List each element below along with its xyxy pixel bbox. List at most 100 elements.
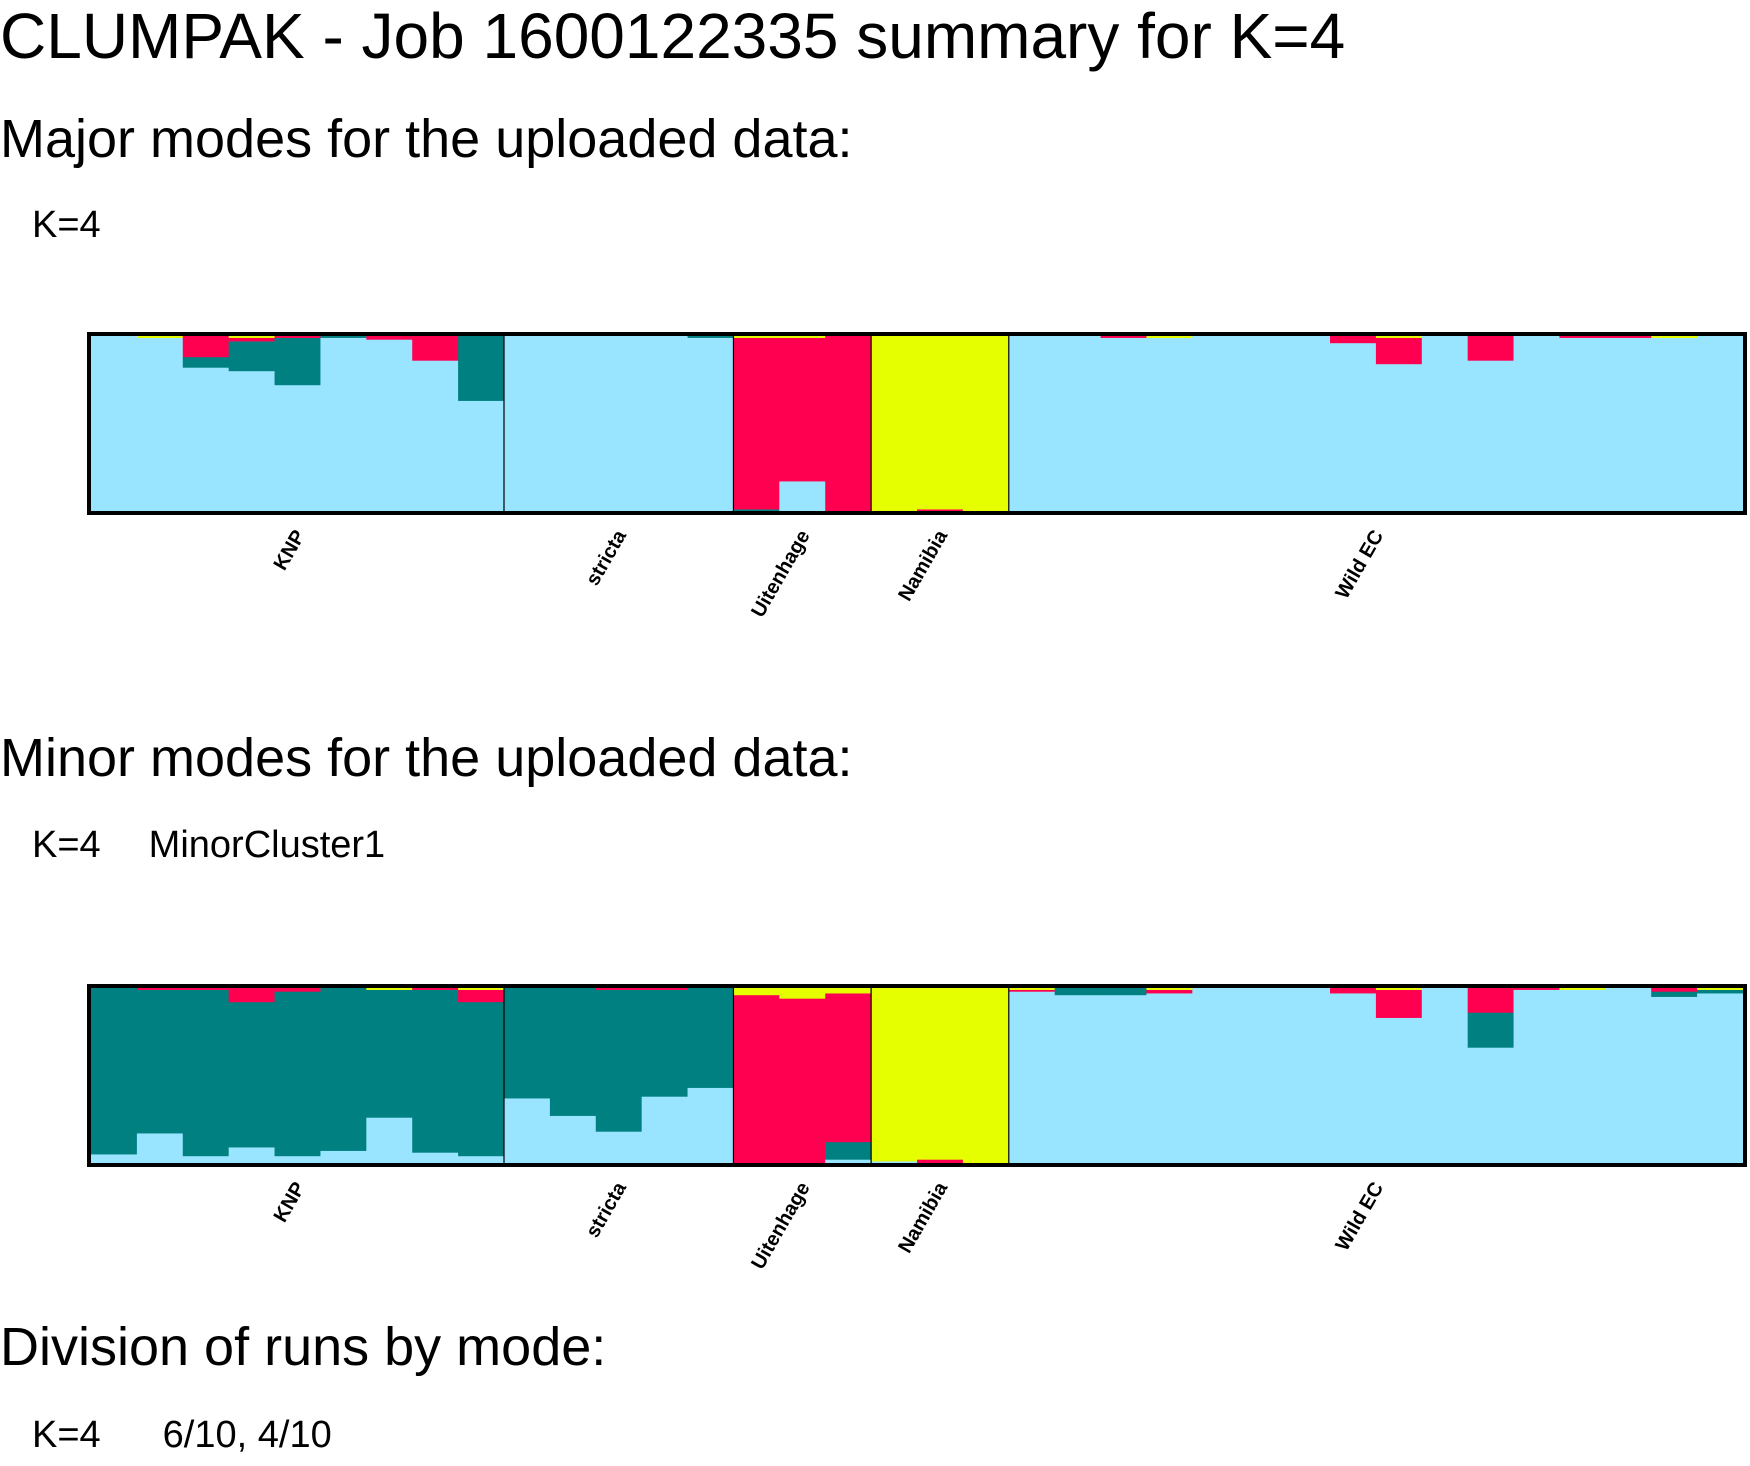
bar-segment-red xyxy=(1513,988,1560,990)
bar-segment-light-blue xyxy=(1330,343,1377,512)
bar-segment-light-blue xyxy=(1559,337,1606,512)
bar-segment-light-blue xyxy=(1467,1047,1514,1164)
bar-segment-red xyxy=(1467,988,1514,1013)
bar-segment-light-blue xyxy=(182,367,230,512)
bar-segment-yellow xyxy=(1146,988,1193,990)
bar-segment-red xyxy=(1651,988,1698,992)
bar-segment-light-blue xyxy=(1192,988,1239,1164)
division-value: 6/10, 4/10 xyxy=(162,1414,332,1456)
bar-segment-teal xyxy=(733,509,780,512)
bar-segment-red xyxy=(825,993,872,1143)
bar-segment-light-blue xyxy=(1100,337,1147,512)
bar-segment-teal xyxy=(549,988,597,1116)
bar-segment-teal xyxy=(182,357,230,368)
bar-segment-light-blue xyxy=(228,1147,275,1164)
bar-segment-yellow xyxy=(1008,988,1056,990)
bar-segment-light-blue xyxy=(136,1133,184,1164)
bar-segment-red xyxy=(641,988,688,990)
bar-segment-light-blue xyxy=(1100,995,1147,1164)
bar-segment-light-blue xyxy=(1238,336,1285,512)
bar-segment-red xyxy=(412,336,459,361)
bar-segment-light-blue xyxy=(1008,336,1056,512)
bar-segment-light-blue xyxy=(182,1156,230,1164)
bar-segment-light-blue xyxy=(641,1096,688,1164)
bar-segment-teal xyxy=(458,336,505,401)
bar-segment-teal xyxy=(504,988,551,1099)
bar-segment-yellow xyxy=(962,988,1010,1164)
bar-segment-light-blue xyxy=(1605,337,1652,512)
bar-segment-red xyxy=(1146,989,1193,994)
bar-segment-light-blue xyxy=(1238,988,1285,1164)
bar-segment-light-blue xyxy=(1284,336,1331,512)
bar-segment-light-blue xyxy=(1651,337,1698,512)
bar-segment-light-blue xyxy=(1421,336,1469,512)
bar-segment-light-blue xyxy=(1146,993,1193,1164)
bar-segment-light-blue xyxy=(1284,988,1331,1164)
bar-segment-teal xyxy=(1697,989,1744,994)
bar-segment-red xyxy=(412,988,459,990)
bar-segment-teal xyxy=(641,989,688,1097)
bar-segment-red xyxy=(733,995,780,1164)
bar-segment-red xyxy=(779,337,826,482)
bar-segment-red xyxy=(1375,989,1423,1018)
bar-segment-yellow xyxy=(1559,988,1606,990)
bar-segment-yellow xyxy=(779,336,826,338)
population-label: Wild EC xyxy=(1331,527,1388,603)
bar-segment-light-blue xyxy=(1054,336,1101,512)
bar-segment-light-blue xyxy=(504,336,551,512)
bar-segment-light-blue xyxy=(1513,989,1560,1164)
bar-segment-light-blue xyxy=(412,360,459,512)
bar-segment-teal xyxy=(1100,988,1147,996)
bar-segment-red xyxy=(228,337,275,342)
bar-segment-light-blue xyxy=(779,481,826,512)
bar-segment-yellow xyxy=(1375,988,1423,990)
bar-segment-light-blue xyxy=(1008,991,1056,1164)
bar-segment-light-blue xyxy=(91,336,138,512)
bar-segment-yellow xyxy=(825,988,872,994)
major-modes-heading: Major modes for the uploaded data: xyxy=(0,109,853,169)
bar-segment-light-blue xyxy=(1421,988,1469,1164)
bar-segment-red xyxy=(182,988,230,990)
bar-segment-red xyxy=(917,1159,964,1164)
bar-segment-teal xyxy=(825,1142,872,1160)
bar-segment-red xyxy=(779,998,826,1164)
bar-segment-red xyxy=(825,336,872,512)
bar-segment-red xyxy=(1467,336,1514,361)
bar-segment-yellow xyxy=(733,336,780,338)
bar-segment-yellow xyxy=(1375,336,1423,338)
bar-segment-yellow xyxy=(1651,336,1698,338)
bar-segment-yellow xyxy=(871,336,918,512)
bar-segment-light-blue xyxy=(1375,364,1423,512)
bar-segment-yellow xyxy=(366,988,413,990)
bar-segment-light-blue xyxy=(1697,336,1744,512)
bar-segment-red xyxy=(1375,337,1423,365)
bar-segment-light-blue xyxy=(1559,989,1606,1164)
bar-segment-light-blue xyxy=(1330,993,1377,1164)
bar-segment-red xyxy=(1100,336,1147,338)
division-k-label: K=4 xyxy=(32,1414,101,1456)
bar-segment-light-blue xyxy=(458,400,505,512)
bar-segment-light-blue xyxy=(1605,988,1652,1164)
population-label: Namibia xyxy=(894,1178,952,1257)
bar-segment-light-blue xyxy=(825,1159,872,1164)
bar-segment-yellow xyxy=(917,988,964,1160)
bar-segment-red xyxy=(1008,989,1056,992)
bar-segment-teal xyxy=(91,988,138,1155)
bar-segment-light-blue xyxy=(1375,1017,1423,1164)
bar-segment-light-blue xyxy=(871,1161,918,1164)
population-label: Namibia xyxy=(894,526,952,605)
bar-segment-light-blue xyxy=(274,385,321,512)
bar-segment-teal xyxy=(1054,988,1101,996)
bar-segment-teal xyxy=(1467,1012,1514,1048)
bar-segment-teal xyxy=(366,989,413,1118)
plot-frame xyxy=(87,332,1747,515)
bar-segment-light-blue xyxy=(1513,336,1560,512)
major-mode-barplot: KNP stricta Uitenhage Namibia Wild EC xyxy=(87,332,1747,621)
bar-segment-red xyxy=(458,989,505,1003)
bar-segment-light-blue xyxy=(91,1154,138,1164)
bar-segment-light-blue xyxy=(549,336,597,512)
bar-segment-red xyxy=(917,509,964,512)
page-title: CLUMPAK - Job 1600122335 summary for K=4 xyxy=(0,0,1346,72)
bar-segment-red xyxy=(182,336,230,358)
minor-modes-heading: Minor modes for the uploaded data: xyxy=(0,728,853,788)
